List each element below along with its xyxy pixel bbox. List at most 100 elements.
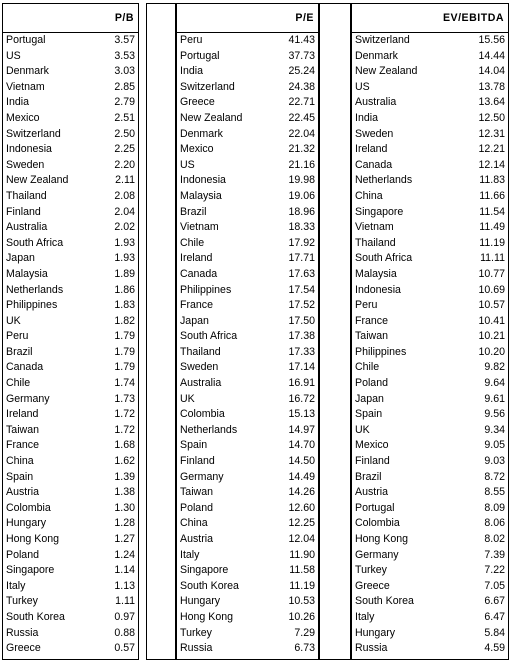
table-row: Germany 7.39 bbox=[352, 548, 508, 564]
value-cell: 1.74 bbox=[114, 377, 135, 390]
value-cell: 12.31 bbox=[478, 127, 505, 140]
table-row: Brazil 1.79 bbox=[3, 345, 138, 361]
table-row: Spain 14.70 bbox=[177, 438, 318, 454]
table-row: Netherlands 14.97 bbox=[177, 423, 318, 439]
country-cell: Australia bbox=[6, 221, 48, 234]
value-cell: 12.04 bbox=[288, 533, 315, 545]
table-row: Malaysia 19.06 bbox=[177, 189, 318, 205]
table-row: Poland 9.64 bbox=[352, 376, 508, 392]
value-cell: 1.86 bbox=[114, 283, 135, 296]
value-cell: 0.57 bbox=[114, 642, 135, 655]
value-cell: 1.89 bbox=[114, 267, 135, 280]
country-cell: India bbox=[6, 96, 29, 109]
country-cell: Switzerland bbox=[6, 127, 61, 140]
value-cell: 18.33 bbox=[288, 221, 315, 234]
country-cell: New Zealand bbox=[6, 174, 69, 187]
value-cell: 1.62 bbox=[114, 455, 135, 468]
country-cell: Singapore bbox=[355, 205, 404, 218]
country-cell: Malaysia bbox=[180, 189, 222, 202]
value-cell: 15.13 bbox=[288, 408, 315, 421]
table-row: Netherlands 1.86 bbox=[3, 283, 138, 299]
country-cell: Hong Kong bbox=[355, 533, 409, 545]
country-cell: Taiwan bbox=[180, 486, 213, 499]
table-row: Thailand 11.19 bbox=[352, 236, 508, 252]
table-row: Brazil 8.72 bbox=[352, 470, 508, 486]
country-cell: Australia bbox=[355, 96, 397, 109]
table-row: Poland 12.60 bbox=[177, 501, 318, 517]
table-row: Australia 13.64 bbox=[352, 95, 508, 111]
country-cell: Philippines bbox=[180, 283, 232, 296]
country-cell: Denmark bbox=[355, 49, 398, 62]
table-row: New Zealand 2.11 bbox=[3, 173, 138, 189]
value-cell: 15.56 bbox=[478, 34, 505, 46]
country-cell: Netherlands bbox=[355, 174, 413, 187]
value-cell: 14.26 bbox=[288, 486, 315, 499]
country-cell: Greece bbox=[355, 579, 390, 592]
country-cell: Ireland bbox=[6, 408, 39, 421]
table-row: Indonesia 2.25 bbox=[3, 142, 138, 158]
table-row: UK 1.82 bbox=[3, 314, 138, 330]
country-cell: Turkey bbox=[355, 564, 387, 577]
country-cell: South Korea bbox=[355, 595, 414, 608]
country-cell: Colombia bbox=[355, 517, 400, 530]
value-cell: 18.96 bbox=[288, 205, 315, 218]
table-row: South Africa 17.38 bbox=[177, 329, 318, 345]
table-row: Hungary 1.28 bbox=[3, 516, 138, 532]
country-cell: New Zealand bbox=[355, 65, 418, 78]
value-cell: 1.79 bbox=[114, 345, 135, 358]
country-cell: India bbox=[180, 65, 203, 78]
country-cell: US bbox=[180, 158, 195, 171]
country-cell: Italy bbox=[180, 548, 200, 561]
country-cell: Japan bbox=[6, 252, 35, 265]
country-cell: South Korea bbox=[6, 610, 65, 623]
value-cell: 14.50 bbox=[288, 455, 315, 468]
table-row: Philippines 1.83 bbox=[3, 298, 138, 314]
country-cell: Peru bbox=[6, 330, 29, 343]
value-cell: 11.90 bbox=[289, 548, 315, 561]
table-row: Singapore 11.58 bbox=[177, 563, 318, 579]
table-row: Ireland 1.72 bbox=[3, 407, 138, 423]
country-cell: Indonesia bbox=[6, 143, 52, 156]
country-cell: Turkey bbox=[6, 595, 38, 608]
country-cell: Hungary bbox=[355, 626, 396, 639]
value-cell: 17.50 bbox=[288, 314, 315, 327]
table-row: Switzerland 24.38 bbox=[177, 80, 318, 96]
table-row: Turkey 7.22 bbox=[352, 563, 508, 579]
table-row: China 1.62 bbox=[3, 454, 138, 470]
table-row: Vietnam 18.33 bbox=[177, 220, 318, 236]
country-cell: Greece bbox=[180, 96, 215, 109]
value-cell: 9.03 bbox=[484, 455, 505, 468]
value-cell: 2.02 bbox=[114, 221, 135, 234]
country-cell: Singapore bbox=[6, 564, 55, 577]
country-cell: Thailand bbox=[180, 345, 221, 358]
value-cell: 19.98 bbox=[288, 174, 315, 187]
value-cell: 9.05 bbox=[484, 439, 505, 452]
table-row: Vietnam 2.85 bbox=[3, 80, 138, 96]
value-cell: 1.13 bbox=[114, 579, 135, 592]
country-cell: Denmark bbox=[6, 65, 49, 78]
value-cell: 9.82 bbox=[484, 361, 505, 374]
country-cell: Hong Kong bbox=[6, 533, 60, 545]
country-cell: South Africa bbox=[355, 252, 413, 265]
value-cell: 2.11 bbox=[115, 174, 135, 187]
table-row: Australia 16.91 bbox=[177, 376, 318, 392]
country-cell: Finland bbox=[355, 455, 390, 468]
table-row: US 21.16 bbox=[177, 158, 318, 174]
value-cell: 22.04 bbox=[288, 127, 315, 140]
value-cell: 22.45 bbox=[288, 111, 315, 124]
table-row: South Korea 0.97 bbox=[3, 610, 138, 626]
table-row: Spain 9.56 bbox=[352, 407, 508, 423]
table-row: Russia 6.73 bbox=[177, 641, 318, 657]
country-cell: Netherlands bbox=[180, 423, 238, 436]
value-cell: 1.93 bbox=[114, 236, 135, 249]
value-cell: 8.55 bbox=[484, 486, 505, 499]
table-row: Russia 4.59 bbox=[352, 641, 508, 657]
country-cell: Poland bbox=[180, 501, 213, 514]
value-cell: 7.39 bbox=[484, 548, 505, 561]
table-row: Hungary 10.53 bbox=[177, 594, 318, 610]
country-cell: Portugal bbox=[180, 49, 220, 62]
country-cell: Portugal bbox=[6, 34, 46, 46]
value-cell: 9.64 bbox=[484, 377, 505, 390]
country-cell: Indonesia bbox=[355, 283, 401, 296]
country-cell: Philippines bbox=[6, 299, 58, 312]
